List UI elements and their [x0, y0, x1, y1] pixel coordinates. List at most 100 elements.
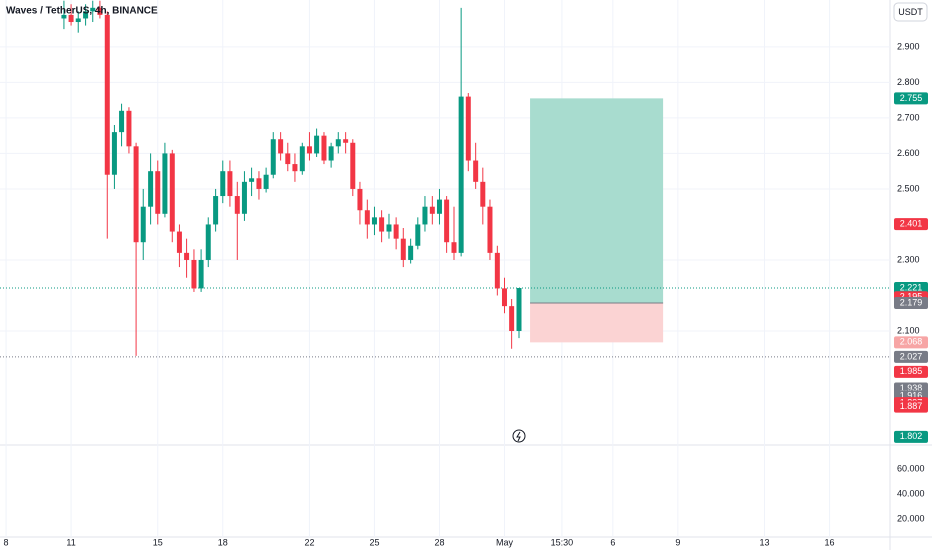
- candle-body: [306, 146, 312, 154]
- price-label-box: [894, 365, 928, 378]
- candle-body: [444, 199, 450, 243]
- candle-body: [205, 224, 211, 260]
- candle-body: [162, 153, 168, 214]
- y-tick-label: 2.600: [897, 148, 920, 158]
- candle-body: [278, 139, 284, 154]
- chart-title: Waves / TetherUS, 4h, BINANCE: [6, 6, 158, 17]
- x-tick-label: 9: [675, 537, 680, 547]
- y-tick-label: 2.800: [897, 77, 920, 87]
- x-tick-label: 13: [760, 537, 770, 547]
- x-tick-label: 28: [434, 537, 444, 547]
- candle-body: [184, 252, 190, 260]
- price-label-box: [894, 350, 928, 363]
- candle-body: [169, 153, 175, 232]
- candle-body: [119, 110, 125, 133]
- candle-body: [155, 171, 161, 214]
- price-label: 1.985: [900, 366, 923, 376]
- x-tick-label: 22: [304, 537, 314, 547]
- candle-body: [328, 146, 334, 161]
- candle-body: [126, 110, 132, 147]
- price-label: 1.887: [900, 401, 923, 411]
- y-tick-label: 2.900: [897, 41, 920, 51]
- candle-body: [408, 245, 414, 260]
- price-label-box: [894, 296, 928, 309]
- candle-body: [350, 142, 356, 189]
- price-label: 1.802: [900, 431, 923, 441]
- candle-body: [422, 206, 428, 225]
- candle-body: [357, 188, 363, 211]
- candle-body: [436, 199, 442, 214]
- price-label: 1.916: [900, 391, 923, 401]
- lightning-glyph: [516, 431, 521, 442]
- candle-body: [111, 132, 117, 175]
- candle-body: [379, 217, 385, 232]
- candle-body: [104, 14, 110, 175]
- candle-body: [234, 196, 240, 214]
- price-label: 1.938: [900, 383, 923, 393]
- volume-tick-label: 40.000: [897, 488, 925, 498]
- candle-body: [314, 135, 320, 154]
- candle-body: [191, 259, 197, 289]
- loss-zone: [530, 302, 664, 343]
- candle-body: [198, 259, 204, 289]
- candle-body: [343, 139, 349, 143]
- candle-body: [494, 252, 500, 289]
- candle-body: [458, 96, 464, 253]
- price-label: 2.027: [900, 351, 923, 361]
- candle-body: [220, 171, 226, 197]
- x-tick-label: 6: [610, 537, 615, 547]
- candle-body: [256, 178, 262, 189]
- candle-body: [292, 164, 298, 172]
- candle-body: [263, 174, 269, 189]
- candle-body: [321, 135, 327, 161]
- candle-body: [61, 14, 67, 19]
- candle-body: [133, 146, 139, 243]
- price-label: 2.179: [900, 297, 923, 307]
- price-label: 2.221: [900, 282, 923, 292]
- x-tick-label: May: [496, 537, 514, 547]
- candle-body: [509, 306, 515, 331]
- candle-body: [285, 153, 291, 165]
- volume-tick-label: 20.000: [897, 513, 925, 523]
- y-tick-label: 2.500: [897, 183, 920, 193]
- candle-body: [148, 171, 154, 207]
- currency-button-label[interactable]: USDT: [898, 7, 923, 17]
- price-label-box: [894, 92, 928, 105]
- currency-button[interactable]: [893, 2, 928, 22]
- candle-body: [473, 160, 479, 182]
- candle-body: [176, 231, 182, 253]
- x-tick-label: 16: [825, 537, 835, 547]
- price-label-box: [894, 218, 928, 231]
- candle-body: [516, 288, 522, 331]
- candle-body: [83, 11, 89, 19]
- x-tick-label: 18: [218, 537, 228, 547]
- price-label-box: [894, 336, 928, 349]
- y-tick-label: 2.700: [897, 112, 920, 122]
- candle-body: [75, 18, 81, 23]
- price-label: 2.068: [900, 337, 923, 347]
- profit-zone: [530, 98, 664, 303]
- candle-body: [371, 217, 377, 225]
- lightning-icon[interactable]: [512, 429, 526, 443]
- candle-body: [400, 238, 406, 260]
- candle-body: [241, 181, 247, 214]
- candle-body: [480, 181, 486, 207]
- x-tick-label: 11: [66, 537, 75, 547]
- candle-body: [140, 206, 146, 243]
- x-tick-label: 8: [4, 537, 9, 547]
- candle-body: [465, 96, 471, 161]
- candle-body: [386, 224, 392, 232]
- x-tick-label: 15:30: [551, 537, 574, 547]
- x-tick-label: 25: [369, 537, 379, 547]
- candle-body: [90, 7, 96, 12]
- candle-body: [299, 146, 305, 172]
- y-tick-label: 2.300: [897, 254, 920, 264]
- candle-body: [501, 288, 507, 307]
- x-tick-label: 15: [153, 537, 163, 547]
- price-label: 2.755: [900, 93, 923, 103]
- candle-body: [364, 210, 370, 225]
- plot: [0, 0, 890, 537]
- candle-body: [393, 224, 399, 239]
